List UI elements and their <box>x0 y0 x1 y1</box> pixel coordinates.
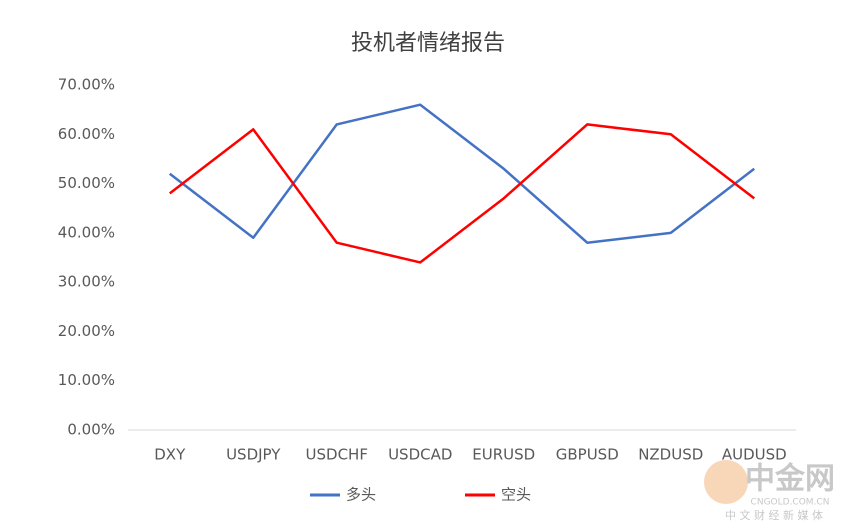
x-tick-label: EURUSD <box>472 446 535 464</box>
y-tick-label: 20.00% <box>58 322 115 340</box>
x-tick-label: USDJPY <box>226 446 281 464</box>
series-line <box>168 103 756 244</box>
x-tick-label: AUDUSD <box>722 446 787 464</box>
series-line <box>168 123 756 264</box>
y-tick-label: 30.00% <box>58 273 115 291</box>
watermark: 中金网 CNGOLD.COM.CN 中 文 财 经 新 媒 体 <box>704 460 835 522</box>
x-tick-label: USDCAD <box>388 446 452 464</box>
y-tick-label: 0.00% <box>67 421 115 439</box>
watermark-logo <box>704 460 748 504</box>
legend-label: 多头 <box>346 486 376 504</box>
y-tick-label: 60.00% <box>58 125 115 143</box>
y-tick-label: 70.00% <box>58 76 115 94</box>
watermark-slogan: 中 文 财 经 新 媒 体 <box>725 508 823 522</box>
x-tick-label: USDCHF <box>306 446 368 464</box>
y-tick-label: 50.00% <box>58 174 115 192</box>
x-tick-label: NZDUSD <box>638 446 703 464</box>
x-tick-label: DXY <box>154 446 186 464</box>
y-tick-label: 10.00% <box>58 371 115 389</box>
legend-label: 空头 <box>501 486 531 504</box>
x-tick-label: GBPUSD <box>556 446 619 464</box>
watermark-brand: 中金网 <box>745 462 835 497</box>
watermark-url: CNGOLD.COM.CN <box>751 498 830 508</box>
y-tick-label: 40.00% <box>58 223 115 241</box>
chart-title: 投机者情绪报告 <box>351 31 505 56</box>
